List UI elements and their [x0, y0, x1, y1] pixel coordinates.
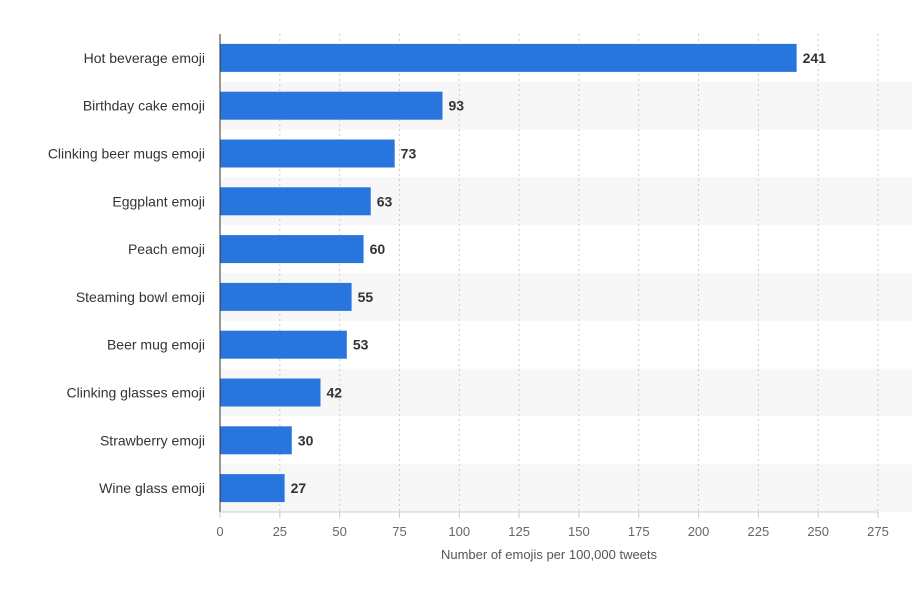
bar: [220, 91, 443, 120]
category-label: Peach emoji: [128, 241, 205, 257]
x-tick-label: 25: [273, 524, 287, 539]
row-bands: [220, 81, 912, 512]
x-tick-label: 75: [392, 524, 406, 539]
x-tick-label: 125: [508, 524, 530, 539]
value-label: 30: [298, 432, 314, 448]
category-labels: Hot beverage emoji Birthday cake emoji Cli…: [48, 50, 205, 496]
category-label: Hot beverage emoji: [84, 50, 205, 66]
bars: [220, 43, 797, 503]
value-label: 241: [803, 50, 827, 66]
bar: [220, 187, 371, 216]
bar: [220, 330, 347, 359]
category-label: Strawberry emoji: [100, 432, 205, 448]
value-label: 55: [358, 289, 374, 305]
x-axis-title: Number of emojis per 100,000 tweets: [441, 547, 658, 562]
x-tick-label: 50: [332, 524, 346, 539]
x-tick-label: 200: [688, 524, 710, 539]
bar: [220, 139, 395, 168]
x-tick-label: 275: [867, 524, 889, 539]
x-tick-label: 0: [216, 524, 223, 539]
x-tick-label: 250: [807, 524, 829, 539]
x-tick-label: 225: [748, 524, 770, 539]
category-label: Beer mug emoji: [107, 337, 205, 353]
bar: [220, 235, 364, 264]
bar: [220, 426, 292, 455]
value-label: 93: [449, 98, 465, 114]
row-band: [220, 368, 912, 417]
value-label: 73: [401, 146, 417, 162]
value-label: 53: [353, 337, 369, 353]
category-label: Steaming bowl emoji: [76, 289, 205, 305]
category-label: Clinking glasses emoji: [66, 385, 205, 401]
value-label: 63: [377, 193, 393, 209]
value-label: 42: [326, 385, 342, 401]
value-label: 60: [370, 241, 386, 257]
x-tick-label: 100: [448, 524, 470, 539]
bar: [220, 474, 285, 503]
x-tick-label: 175: [628, 524, 650, 539]
bar: [220, 282, 352, 311]
category-label: Clinking beer mugs emoji: [48, 146, 205, 162]
category-label: Birthday cake emoji: [83, 98, 205, 114]
bar: [220, 43, 797, 72]
category-label: Wine glass emoji: [99, 480, 205, 496]
value-labels: 241 93 73 63 60 55 53 42 30 27: [291, 50, 827, 496]
bar: [220, 378, 321, 407]
value-label: 27: [291, 480, 307, 496]
x-tick-label: 150: [568, 524, 590, 539]
row-band: [220, 464, 912, 512]
x-axis-ticks: 0 25 50 75 100 125 150 175 200 225 250 275: [216, 512, 889, 539]
category-label: Eggplant emoji: [112, 193, 205, 209]
